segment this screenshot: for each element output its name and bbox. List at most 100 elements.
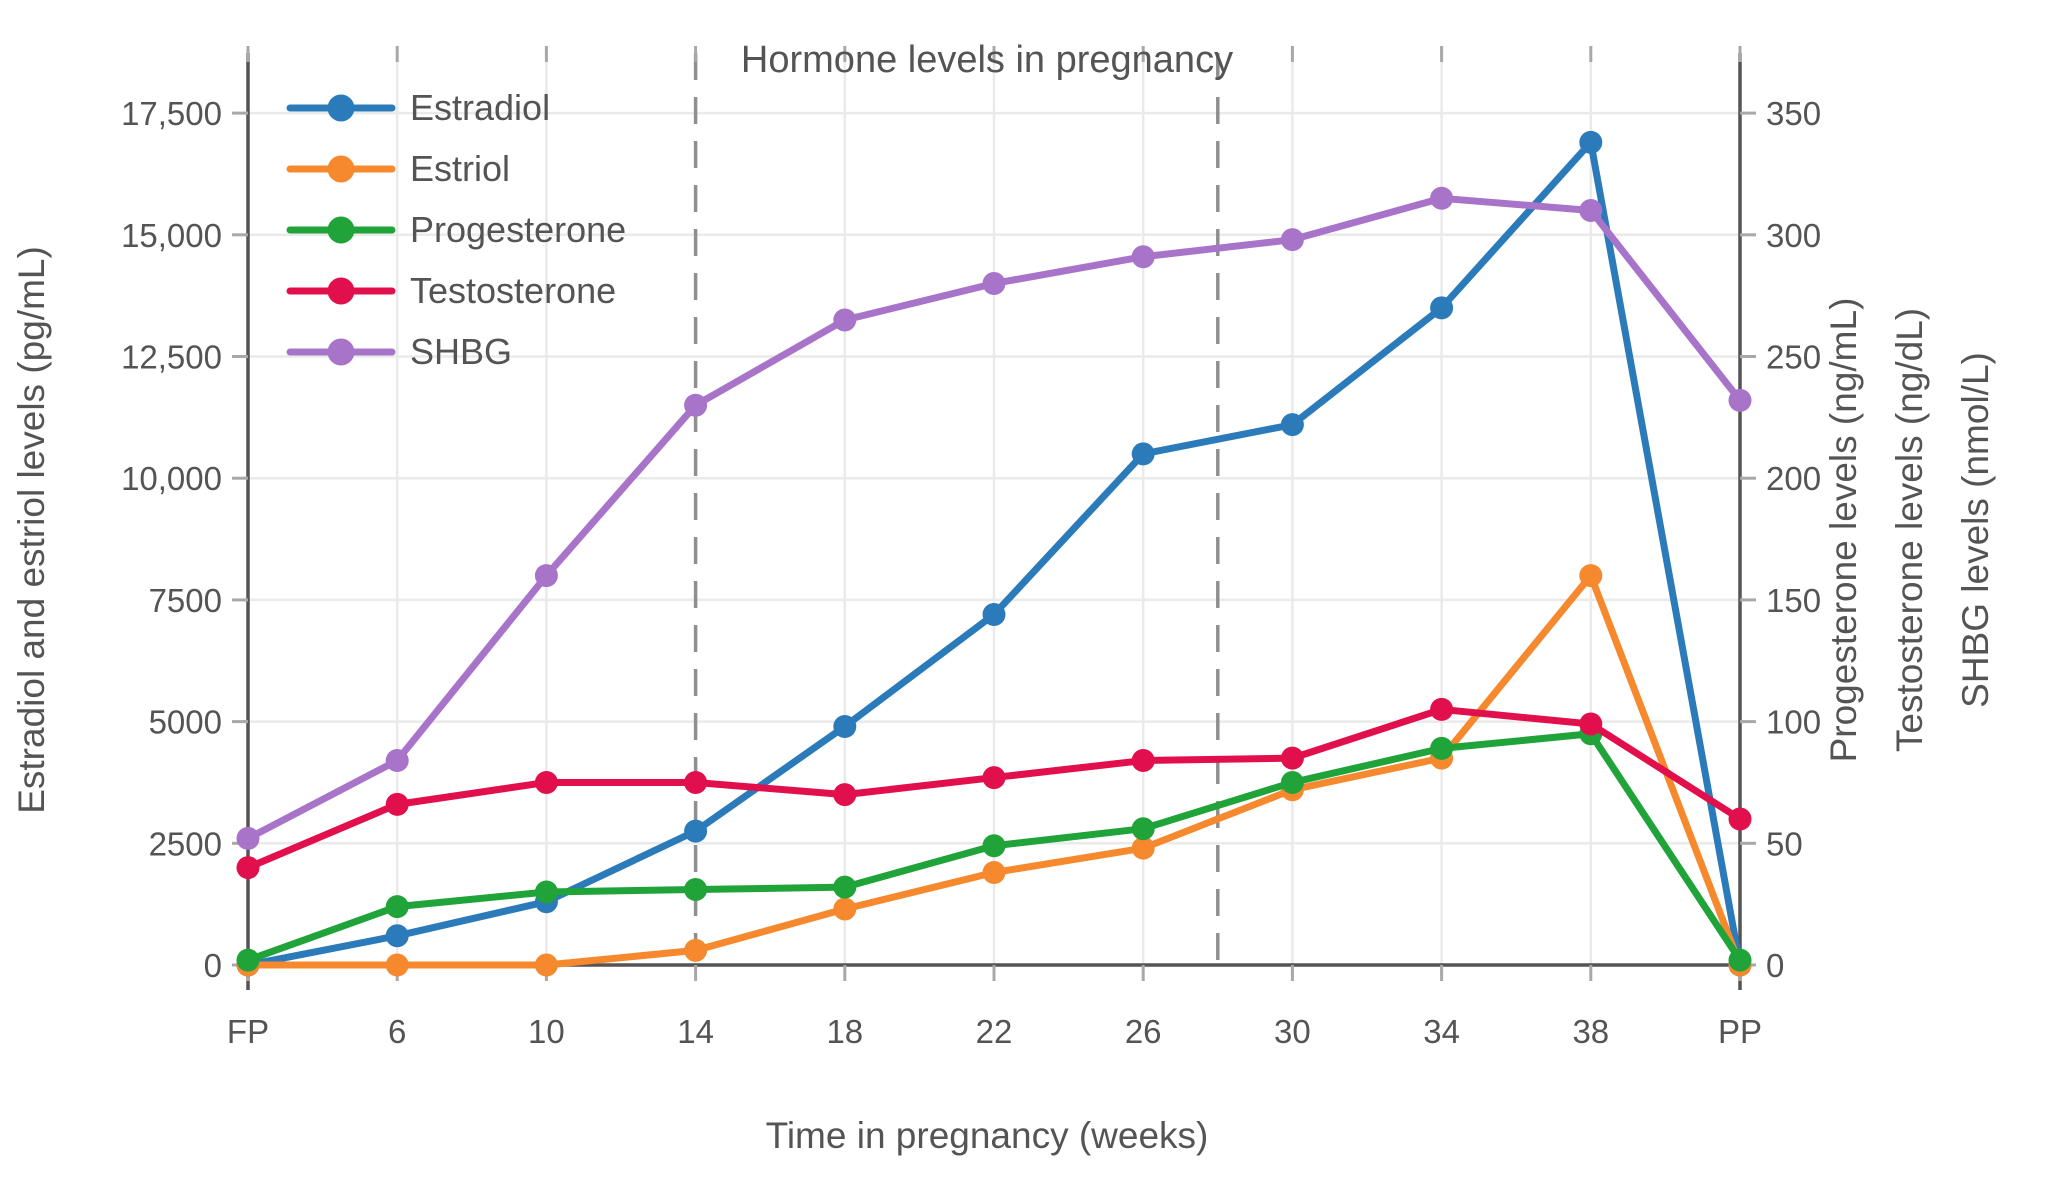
x-tick-label: 38 bbox=[1572, 1013, 1609, 1050]
data-point bbox=[534, 880, 558, 904]
data-point bbox=[1280, 770, 1304, 794]
left-y-tick-label: 10,000 bbox=[121, 460, 222, 497]
axes-layer: 0 2500 5000 7500 10,000 12,500 15,000 17,500 0 50… bbox=[121, 46, 1821, 1050]
data-point bbox=[684, 878, 708, 902]
data-point bbox=[684, 938, 708, 962]
grid-layer bbox=[248, 53, 1740, 965]
data-point bbox=[684, 819, 708, 843]
left-y-tick-label: 0 bbox=[204, 947, 222, 984]
legend-marker-dot bbox=[327, 155, 355, 183]
legend-label: SHBG bbox=[410, 331, 512, 372]
series-testosterone bbox=[236, 697, 1752, 880]
data-point bbox=[1430, 186, 1454, 210]
legend-item-shbg[interactable]: SHBG bbox=[286, 331, 512, 372]
x-tick-label: 34 bbox=[1423, 1013, 1460, 1050]
right-y-tick-label: 250 bbox=[1766, 339, 1821, 376]
data-point bbox=[833, 875, 857, 899]
right-y-tick-label: 350 bbox=[1766, 95, 1821, 132]
data-point bbox=[982, 834, 1006, 858]
right-y-tick-label: 0 bbox=[1766, 947, 1784, 984]
data-point bbox=[534, 564, 558, 588]
legend: Estradiol Estriol Progesterone Testosterone… bbox=[286, 87, 626, 372]
data-point bbox=[534, 953, 558, 977]
left-y-axis-title: Estradiol and estriol levels (pg/mL) bbox=[11, 246, 52, 814]
left-y-tick-label: 12,500 bbox=[121, 339, 222, 376]
legend-label: Testosterone bbox=[410, 270, 616, 311]
data-point bbox=[1579, 564, 1603, 588]
data-point bbox=[385, 895, 409, 919]
right-y-tick-label: 150 bbox=[1766, 582, 1821, 619]
data-point bbox=[236, 856, 260, 880]
data-point bbox=[833, 897, 857, 921]
left-y-tick-label: 5000 bbox=[149, 704, 222, 741]
legend-label: Estradiol bbox=[410, 87, 550, 128]
data-point bbox=[385, 924, 409, 948]
data-point bbox=[684, 393, 708, 417]
data-point bbox=[833, 308, 857, 332]
x-tick-label: 10 bbox=[528, 1013, 565, 1050]
data-point bbox=[1579, 130, 1603, 154]
data-point bbox=[1579, 712, 1603, 736]
data-point bbox=[1131, 836, 1155, 860]
series-shbg bbox=[236, 186, 1752, 850]
data-point bbox=[1131, 245, 1155, 269]
data-point bbox=[982, 861, 1006, 885]
data-point bbox=[236, 826, 260, 850]
data-point bbox=[1280, 746, 1304, 770]
x-tick-label: 6 bbox=[388, 1013, 406, 1050]
data-point bbox=[1131, 442, 1155, 466]
legend-marker-dot bbox=[327, 277, 355, 305]
left-y-tick-label: 7500 bbox=[149, 582, 222, 619]
data-point bbox=[684, 770, 708, 794]
data-point bbox=[534, 770, 558, 794]
right-y-axis-title-shbg: SHBG levels (nmol/L) bbox=[1955, 352, 1996, 708]
legend-label: Estriol bbox=[410, 148, 510, 189]
right-y-tick-label: 200 bbox=[1766, 460, 1821, 497]
right-y-tick-label: 300 bbox=[1766, 217, 1821, 254]
legend-marker-dot bbox=[327, 94, 355, 122]
right-y-tick-label: 100 bbox=[1766, 704, 1821, 741]
data-point bbox=[385, 792, 409, 816]
data-point bbox=[1728, 948, 1752, 972]
x-axis-title: Time in pregnancy (weeks) bbox=[766, 1115, 1209, 1156]
data-point bbox=[1131, 749, 1155, 773]
data-point bbox=[1430, 697, 1454, 721]
left-y-tick-label: 15,000 bbox=[121, 217, 222, 254]
data-point bbox=[1430, 296, 1454, 320]
data-point bbox=[1728, 388, 1752, 412]
legend-item-progesterone[interactable]: Progesterone bbox=[286, 209, 626, 250]
right-y-axis-title-progesterone: Progesterone levels (ng/mL) bbox=[1823, 298, 1864, 763]
data-point bbox=[1280, 413, 1304, 437]
left-y-tick-label: 2500 bbox=[149, 825, 222, 862]
right-y-tick-label: 50 bbox=[1766, 825, 1803, 862]
legend-item-estriol[interactable]: Estriol bbox=[286, 148, 510, 189]
right-y-axis-title-testosterone: Testosterone levels (ng/dL) bbox=[1889, 308, 1930, 752]
data-point bbox=[385, 749, 409, 773]
legend-item-estradiol[interactable]: Estradiol bbox=[286, 87, 550, 128]
data-point bbox=[236, 948, 260, 972]
data-point bbox=[1131, 817, 1155, 841]
series-progesterone bbox=[236, 722, 1752, 972]
legend-marker-dot bbox=[327, 216, 355, 244]
data-point bbox=[833, 783, 857, 807]
series-layer bbox=[236, 130, 1752, 977]
x-tick-label: 30 bbox=[1274, 1013, 1311, 1050]
data-point bbox=[1579, 198, 1603, 222]
x-tick-label: 26 bbox=[1125, 1013, 1162, 1050]
x-tick-label: 22 bbox=[976, 1013, 1013, 1050]
legend-label: Progesterone bbox=[410, 209, 626, 250]
x-tick-label: 18 bbox=[826, 1013, 863, 1050]
data-point bbox=[982, 603, 1006, 627]
x-tick-label: 14 bbox=[677, 1013, 714, 1050]
chart-title: Hormone levels in pregnancy bbox=[741, 39, 1233, 81]
data-point bbox=[1430, 736, 1454, 760]
data-point bbox=[982, 271, 1006, 295]
left-y-tick-label: 17,500 bbox=[121, 95, 222, 132]
data-point bbox=[385, 953, 409, 977]
legend-marker-dot bbox=[327, 338, 355, 366]
legend-item-testosterone[interactable]: Testosterone bbox=[286, 270, 616, 311]
data-point bbox=[1728, 807, 1752, 831]
x-tick-label: FP bbox=[227, 1013, 269, 1050]
